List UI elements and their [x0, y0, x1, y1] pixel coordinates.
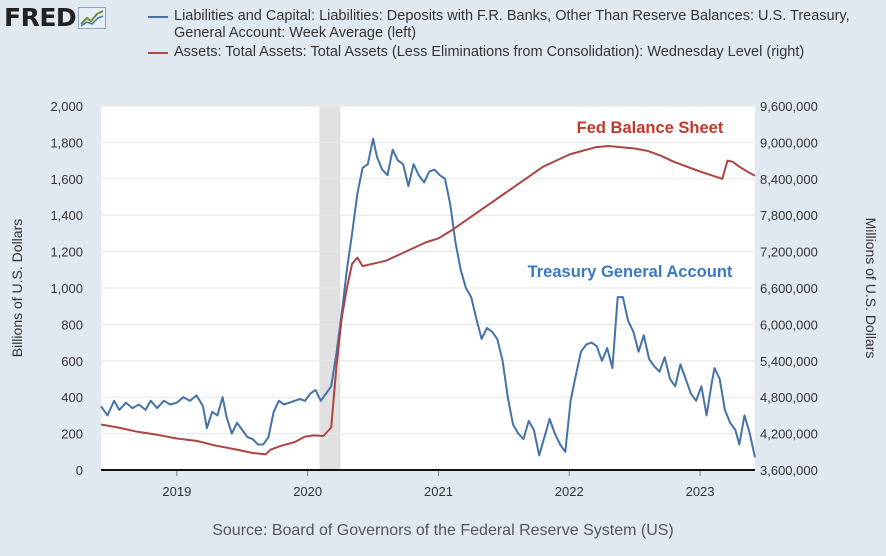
y-right-tick-label: 6,600,000 — [760, 281, 818, 296]
y-right-tick-label: 7,800,000 — [760, 208, 818, 223]
fred-logo[interactable]: FRED — [4, 3, 107, 32]
series-line-total-assets — [100, 145, 756, 456]
annotation-fed-balance-sheet: Fed Balance Sheet — [577, 119, 724, 137]
legend: Liabilities and Capital: Liabilities: De… — [148, 8, 878, 63]
header: FRED Liabilities and Capital: Liabilitie… — [0, 0, 886, 95]
x-tick-label: 2022 — [555, 484, 584, 499]
x-tick-label: 2019 — [162, 484, 191, 499]
y-right-tick-label: 8,400,000 — [760, 172, 818, 187]
y-right-tick-label: 6,000,000 — [760, 317, 818, 332]
y-left-tick-label: 1,800 — [50, 135, 83, 150]
y-right-axis-title: Millions of U.S. Dollars — [863, 218, 879, 359]
legend-swatch-total-assets — [148, 52, 168, 54]
legend-item-tga[interactable]: Liabilities and Capital: Liabilities: De… — [148, 8, 878, 42]
y-right-tick-label: 5,400,000 — [760, 354, 818, 369]
y-right-tick-label: 9,000,000 — [760, 135, 818, 150]
y-left-tick-label: 600 — [61, 354, 83, 369]
y-left-tick-label: 0 — [76, 463, 83, 478]
y-left-tick-label: 2,000 — [50, 99, 83, 114]
y-right-tick-label: 4,200,000 — [760, 427, 818, 442]
y-left-tick-label: 400 — [61, 390, 83, 405]
y-left-tick-label: 1,000 — [50, 281, 83, 296]
y-left-tick-label: 1,400 — [50, 208, 83, 223]
chart: 0 3,600,000 200 4,200,000 400 4,800,000 600 5,4… — [9, 99, 879, 499]
fred-graph-icon — [78, 7, 107, 29]
y-right-tick-label: 9,600,000 — [760, 99, 818, 114]
x-tick-label: 2021 — [424, 484, 453, 499]
legend-item-total-assets[interactable]: Assets: Total Assets: Total Assets (Less… — [148, 44, 878, 61]
annotation-treasury-general-account: Treasury General Account — [528, 263, 733, 281]
series-line-tga — [100, 137, 756, 458]
y-left-tick-label: 800 — [61, 317, 83, 332]
y-left-tick-label: 200 — [61, 427, 83, 442]
y-right-tick-label: 7,200,000 — [760, 245, 818, 260]
y-left-tick-label: 1,600 — [50, 172, 83, 187]
y-right-tick-label: 3,600,000 — [760, 463, 818, 478]
y-left-axis-title: Billions of U.S. Dollars — [9, 219, 25, 358]
legend-label-total-assets: Assets: Total Assets: Total Assets (Less… — [174, 44, 805, 60]
legend-label-tga: Liabilities and Capital: Liabilities: De… — [174, 8, 850, 41]
y-left-tick-label: 1,200 — [50, 245, 83, 260]
x-tick-label: 2020 — [293, 484, 322, 499]
legend-swatch-tga — [148, 16, 168, 18]
fred-logo-text: FRED — [4, 3, 77, 32]
y-right-tick-label: 4,800,000 — [760, 390, 818, 405]
x-tick-label: 2023 — [686, 484, 715, 499]
source-note: Source: Board of Governors of the Federa… — [212, 522, 674, 539]
